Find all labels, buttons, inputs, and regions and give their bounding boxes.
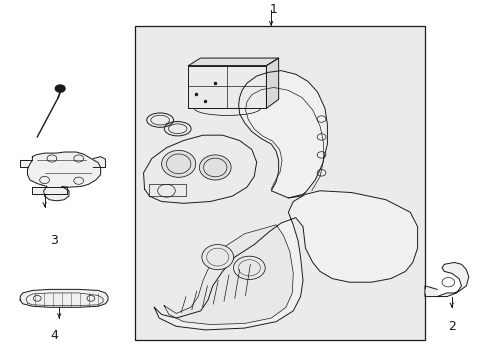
Polygon shape — [188, 66, 266, 108]
Ellipse shape — [161, 150, 195, 177]
Polygon shape — [266, 58, 278, 108]
Polygon shape — [188, 58, 278, 66]
Polygon shape — [154, 191, 417, 330]
Polygon shape — [143, 135, 256, 203]
Text: 3: 3 — [50, 234, 58, 247]
Bar — [135, 26, 424, 339]
Ellipse shape — [199, 155, 231, 180]
Text: 2: 2 — [447, 320, 455, 333]
Ellipse shape — [202, 244, 233, 270]
Polygon shape — [163, 225, 293, 324]
Polygon shape — [238, 71, 327, 198]
Polygon shape — [424, 286, 436, 297]
Polygon shape — [436, 262, 468, 297]
Text: 4: 4 — [50, 329, 58, 342]
Circle shape — [55, 85, 65, 92]
Polygon shape — [93, 157, 105, 167]
Polygon shape — [35, 187, 66, 194]
Polygon shape — [20, 289, 108, 307]
Ellipse shape — [233, 256, 264, 279]
Text: 1: 1 — [269, 3, 277, 16]
Polygon shape — [20, 160, 27, 167]
Polygon shape — [27, 152, 101, 201]
